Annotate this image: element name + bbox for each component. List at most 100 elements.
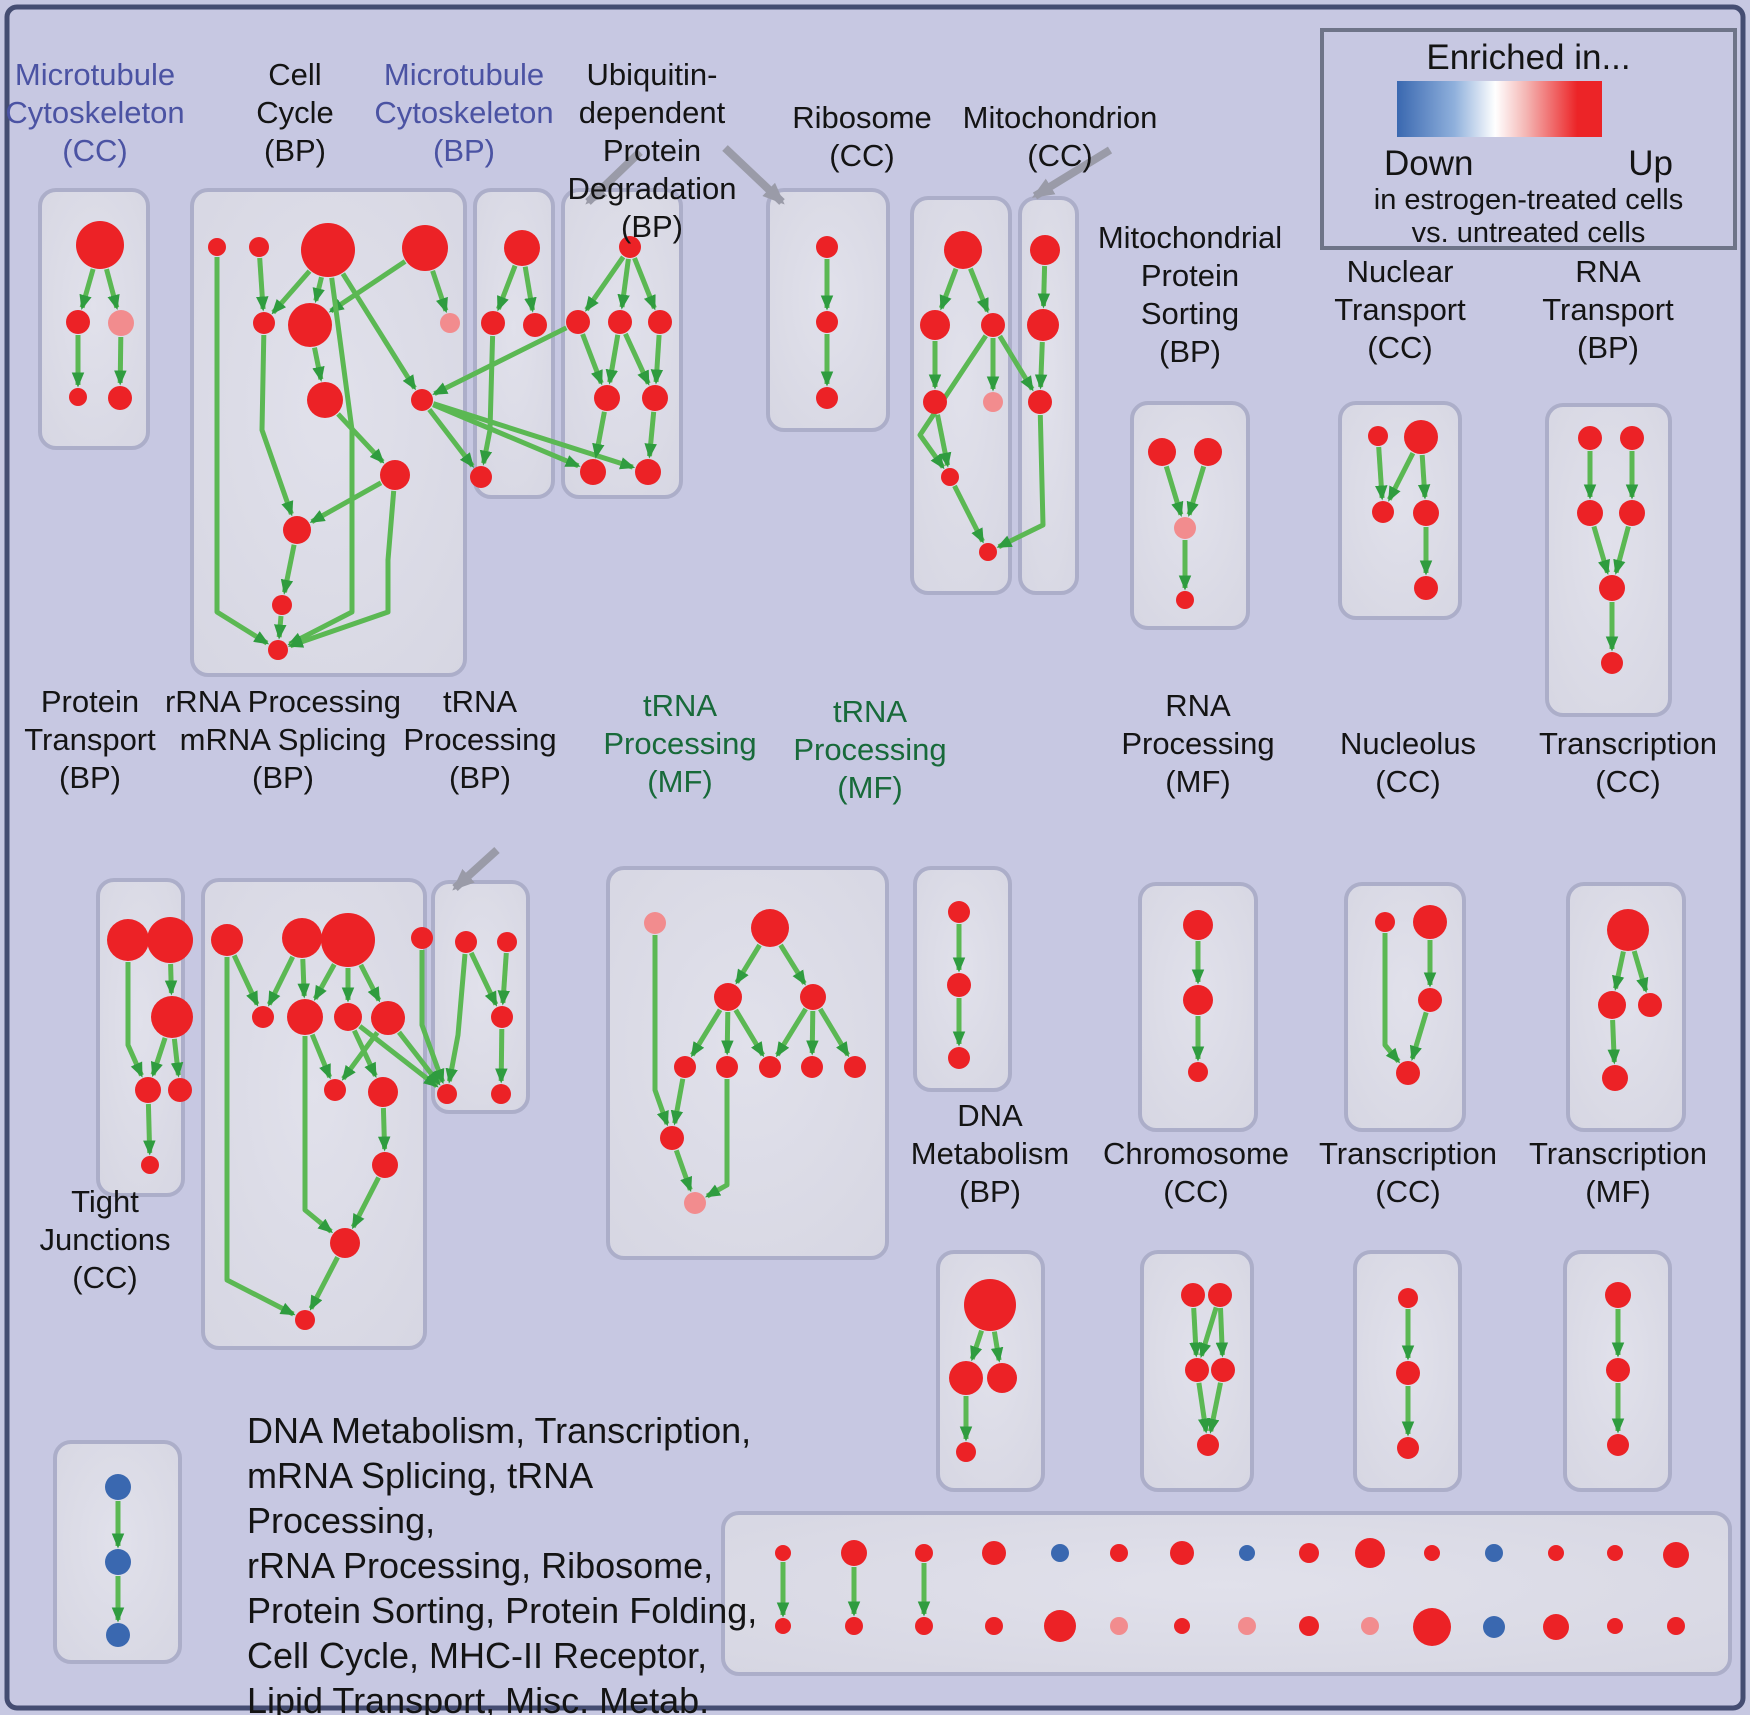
edge-rrna-t1-r2a (231, 954, 260, 1007)
cluster-label-12: tRNA Processing (MF) (603, 688, 756, 799)
node-ribosome-mL (920, 310, 950, 340)
cluster-box-transcription_cc_a (1566, 882, 1686, 1132)
edge-ribosome-mito.v3-bot (996, 414, 1046, 549)
edge-rrna-n5-bot (308, 1256, 340, 1311)
node-mt_bp-bot (470, 466, 492, 488)
node-dna_metabolism-mL (949, 1361, 983, 1395)
node-bottom_row-t7 (1170, 1541, 1194, 1565)
edge-protein_transport-m-b2 (170, 1038, 184, 1078)
edge-rna_transport-mL-mg (1591, 525, 1610, 575)
edge-protein_transport-m-b1 (150, 1037, 168, 1078)
node-bottom_row-t12 (1485, 1544, 1503, 1562)
node-transcription_mf-v1 (1605, 1282, 1631, 1308)
node-trna_mf_big-r3a (674, 1056, 696, 1078)
note-line: rRNA Processing, Ribosome, (247, 1545, 714, 1586)
node-mito_sort-bot (1176, 591, 1194, 609)
edge-ribosome-top-mL (938, 267, 959, 311)
node-mito_sort-tL (1148, 438, 1176, 466)
edge-trna_mf_big-low-pB (673, 1149, 693, 1193)
edge-mt_bp-t-m1 (496, 264, 518, 312)
node-mito_sort-p (1174, 517, 1196, 539)
node-protein_transport-bot (141, 1156, 159, 1174)
node-protein_transport-t2 (147, 917, 193, 963)
edge-ubiq_l-r3L-r4L (592, 411, 607, 459)
edge-cell_cycle-k-l (280, 544, 297, 595)
edge-cell_cycle-i-mt_bp.bot (427, 407, 475, 468)
node-ubiq_r-v1 (816, 236, 838, 258)
edge-ubiq_l-top-r2L (584, 255, 626, 312)
node-bottom_row-t13 (1548, 1545, 1564, 1561)
node-transcription_cc_a-bot (1602, 1065, 1628, 1091)
edge-rrna-t1-bot (224, 957, 296, 1317)
node-rrna-r2b (287, 999, 323, 1035)
node-transcription_mf-v2 (1606, 1358, 1630, 1382)
edge-rrna-r2c-trna_bp.botL (358, 1024, 439, 1088)
edge-trna_mf_big-top-mL (734, 943, 762, 985)
node-cell_cycle-k (283, 516, 311, 544)
note-line: Cell Cycle, MHC-II Receptor, (247, 1635, 708, 1676)
note-line: DNA Metabolism, Transcription, (247, 1410, 752, 1451)
node-ubiq_l-r3L (594, 385, 620, 411)
node-ubiq_l-r2L (566, 310, 590, 334)
edge-nuc_transport-tR-mL (1387, 451, 1416, 502)
edge-chromosome-tR-mR (1215, 1307, 1229, 1358)
legend-subtitle-1: in estrogen-treated cells (1373, 184, 1684, 216)
edge-mito-v2-v3 (1034, 341, 1048, 390)
node-cell_cycle-e (253, 312, 275, 334)
node-cell_cycle-j (380, 460, 410, 490)
edges (71, 255, 1649, 1623)
edge-trna_bp-tR-mid (497, 952, 510, 1006)
edge-ubiq_l-r3R-r4R (644, 411, 657, 459)
cluster-label-14: RNA Processing (MF) (1121, 688, 1274, 799)
node-bottom_row-t14 (1607, 1545, 1623, 1561)
node-trna_mf_small-v1 (948, 901, 970, 923)
edge-ubiq_l-r2L-r3L (580, 333, 604, 386)
node-mt_bp-m2 (523, 313, 547, 337)
node-dna_metabolism-mR (987, 1363, 1017, 1393)
callout-arrow-3 (452, 847, 500, 891)
node-rna_transport-tL (1578, 426, 1602, 450)
cluster-label-4: Ribosome (CC) (792, 100, 932, 173)
edge-cell_cycle-c-m (287, 277, 355, 647)
edge-dna_metabolism-top-mL (969, 1329, 984, 1362)
node-trna_mf_big-r3d (801, 1056, 823, 1078)
node-mt_cc-n1 (76, 221, 124, 269)
node-protein_transport-t1 (107, 919, 149, 961)
node-ubiq_l-top (619, 236, 641, 258)
node-trna_mf_big-r3b (716, 1056, 738, 1078)
edge-cell_cycle-d-f (328, 259, 407, 314)
node-rrna-n5 (330, 1228, 360, 1258)
node-transcription_cc_a-mR (1638, 993, 1662, 1017)
callout-arrow-1 (722, 145, 785, 205)
edge-mt_cc-n3-n5 (114, 336, 127, 386)
edge-rrna-r3b-n4 (377, 1107, 391, 1152)
node-bottom_row-b11 (1413, 1608, 1451, 1646)
edge-mito_sort-tR-p (1186, 465, 1207, 517)
edge-dna_metabolism-top-mR (990, 1331, 1004, 1363)
node-ubiq_l-r4L (580, 459, 606, 485)
edge-rrna-t2-r2b (297, 958, 310, 999)
edge-trna_mf_big-mR-r3c (775, 1007, 808, 1058)
edge-rrna-t3-r2b (313, 963, 337, 1001)
edge-nuc_transport-tL-mL (1375, 446, 1388, 501)
node-mito-v1 (1030, 235, 1060, 265)
edge-cell_cycle-c-e (271, 269, 312, 315)
note-line: Lipid Transport, Misc. Metab. (247, 1680, 710, 1715)
node-rrna-t2 (282, 918, 322, 958)
node-ubiq_r-v3 (816, 387, 838, 409)
edge-trna_mf_big-mL-r3a (690, 1008, 723, 1058)
node-mt_bp-m1 (481, 311, 505, 335)
node-chromosome-mL (1185, 1358, 1209, 1382)
node-bottom_row-t15 (1663, 1542, 1689, 1568)
node-bottom_row-b15 (1667, 1617, 1685, 1635)
node-bottom_row-t9 (1299, 1543, 1319, 1563)
node-trna_bp-tM (455, 931, 477, 953)
edge-rrna-t4-trna_bp.botL (419, 950, 445, 1085)
cluster-label-13: tRNA Processing (MF) (793, 694, 946, 805)
node-ribosome-r3L (923, 390, 947, 414)
node-bottom_row-t11 (1424, 1545, 1440, 1561)
node-rna_transport-mR (1619, 500, 1645, 526)
node-transcription_mf-v3 (1607, 1434, 1629, 1456)
